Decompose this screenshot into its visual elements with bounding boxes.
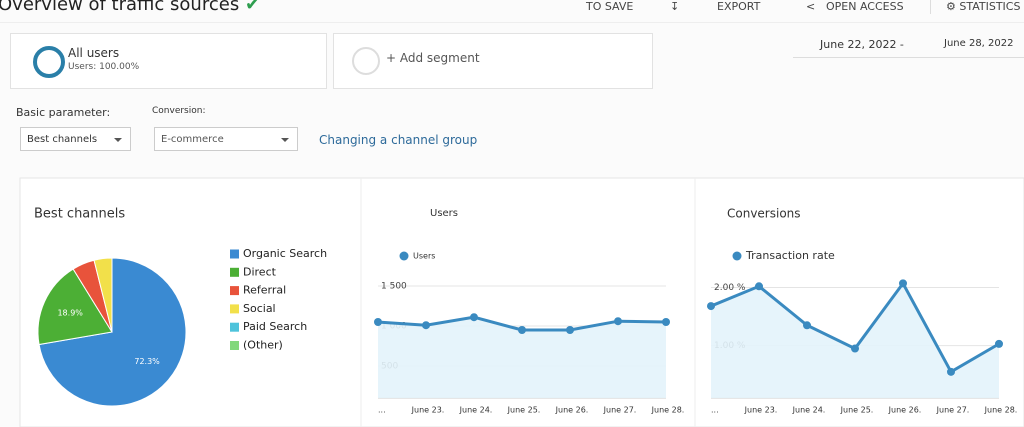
x-tick-label: June 24. — [459, 406, 493, 415]
x-tick-label: June 24. — [792, 406, 826, 415]
slice-label: 72.3% — [134, 357, 160, 366]
point — [947, 367, 955, 376]
chart-title: Best channels — [34, 207, 125, 222]
point — [518, 326, 526, 334]
point — [851, 344, 859, 353]
x-tick-label: ... — [711, 406, 719, 415]
x-tick-label: June 25. — [840, 406, 874, 415]
point — [803, 321, 811, 330]
share-icon[interactable]: < — [806, 0, 816, 13]
legend-swatch — [230, 249, 239, 259]
x-tick-label: June 26. — [888, 406, 922, 415]
legend-label: Transaction rate — [745, 249, 835, 262]
area — [711, 283, 999, 398]
point — [422, 321, 430, 330]
x-tick-label: June 25. — [507, 406, 541, 415]
date-range[interactable]: June 22, 2022 - June 28, 2022 — [793, 33, 1024, 58]
point — [614, 317, 622, 326]
legend-swatch — [230, 322, 239, 332]
x-tick-label: June 28. — [984, 406, 1018, 415]
page-title: Overview of traffic sources ✔ — [0, 0, 260, 15]
legend-label: Paid Search — [243, 320, 307, 333]
x-tick-label: June 23. — [744, 406, 778, 415]
pie-slice — [37, 268, 113, 346]
legend-swatch — [230, 304, 239, 314]
segment-name: All users — [68, 46, 120, 60]
x-tick-label: June 23. — [411, 406, 445, 415]
y-tick-label: 2.00 % — [714, 283, 746, 293]
parameter-select[interactable]: Best channels — [20, 127, 131, 151]
legend-swatch — [230, 267, 239, 277]
segment-card[interactable]: All users Users: 100.00% — [10, 33, 327, 89]
title-text: Overview of traffic sources — [0, 0, 240, 15]
parameter-label: Basic parameter: — [16, 106, 111, 119]
x-tick-label: ... — [378, 406, 386, 415]
point — [566, 326, 574, 334]
point — [470, 313, 478, 322]
legend-swatch — [230, 341, 239, 350]
add-segment: + Add segment — [386, 51, 480, 65]
legend-swatch — [230, 286, 239, 296]
legend-label: Organic Search — [243, 247, 327, 260]
legend-label: Referral — [243, 284, 286, 297]
x-tick-label: June 28. — [651, 406, 685, 415]
verified-icon: ✔ — [244, 0, 261, 15]
add-segment-card[interactable]: + Add segment — [333, 33, 653, 89]
legend-label: (Other) — [243, 339, 283, 352]
point — [707, 302, 715, 311]
date-start: June 22, 2022 - — [820, 38, 904, 51]
statistics-text: STATISTICS — [959, 0, 1021, 13]
legend-dot — [399, 251, 409, 261]
channel-group-link[interactable]: Changing a channel group — [319, 133, 478, 147]
point — [374, 318, 382, 326]
date-end: June 28, 2022 — [944, 38, 1014, 49]
x-tick-label: June 27. — [936, 406, 970, 415]
x-tick-label: June 26. — [555, 406, 589, 415]
add-ring — [352, 47, 380, 75]
conversion-select[interactable]: E-commerce — [154, 127, 298, 151]
legend-label: Social — [243, 302, 276, 315]
statistics-button[interactable]: ⚙ STATISTICS — [946, 0, 1021, 13]
point — [662, 318, 670, 326]
segment-detail: Users: 100.00% — [68, 62, 140, 72]
segment-ring — [33, 46, 65, 78]
y-tick-label: 1 500 — [381, 282, 407, 292]
pie-slice — [93, 257, 113, 333]
point — [755, 282, 763, 291]
point — [995, 339, 1003, 348]
export-button[interactable]: EXPORT — [717, 0, 761, 13]
point — [899, 279, 907, 288]
area — [378, 317, 666, 398]
chart-title: Conversions — [727, 207, 801, 221]
conversion-label: Conversion: — [152, 106, 206, 116]
chart-title: Users — [430, 208, 458, 219]
legend-dot — [732, 251, 742, 261]
open-access-button[interactable]: OPEN ACCESS — [826, 0, 904, 13]
save-button[interactable]: TO SAVE — [586, 0, 634, 13]
legend-label: Users — [413, 252, 435, 261]
x-tick-label: June 27. — [603, 406, 637, 415]
header-rule — [0, 22, 1024, 23]
divider — [930, 0, 931, 14]
legend-label: Direct — [243, 265, 277, 278]
slice-label: 18.9% — [57, 309, 83, 318]
download-icon[interactable]: ↧ — [670, 0, 680, 13]
